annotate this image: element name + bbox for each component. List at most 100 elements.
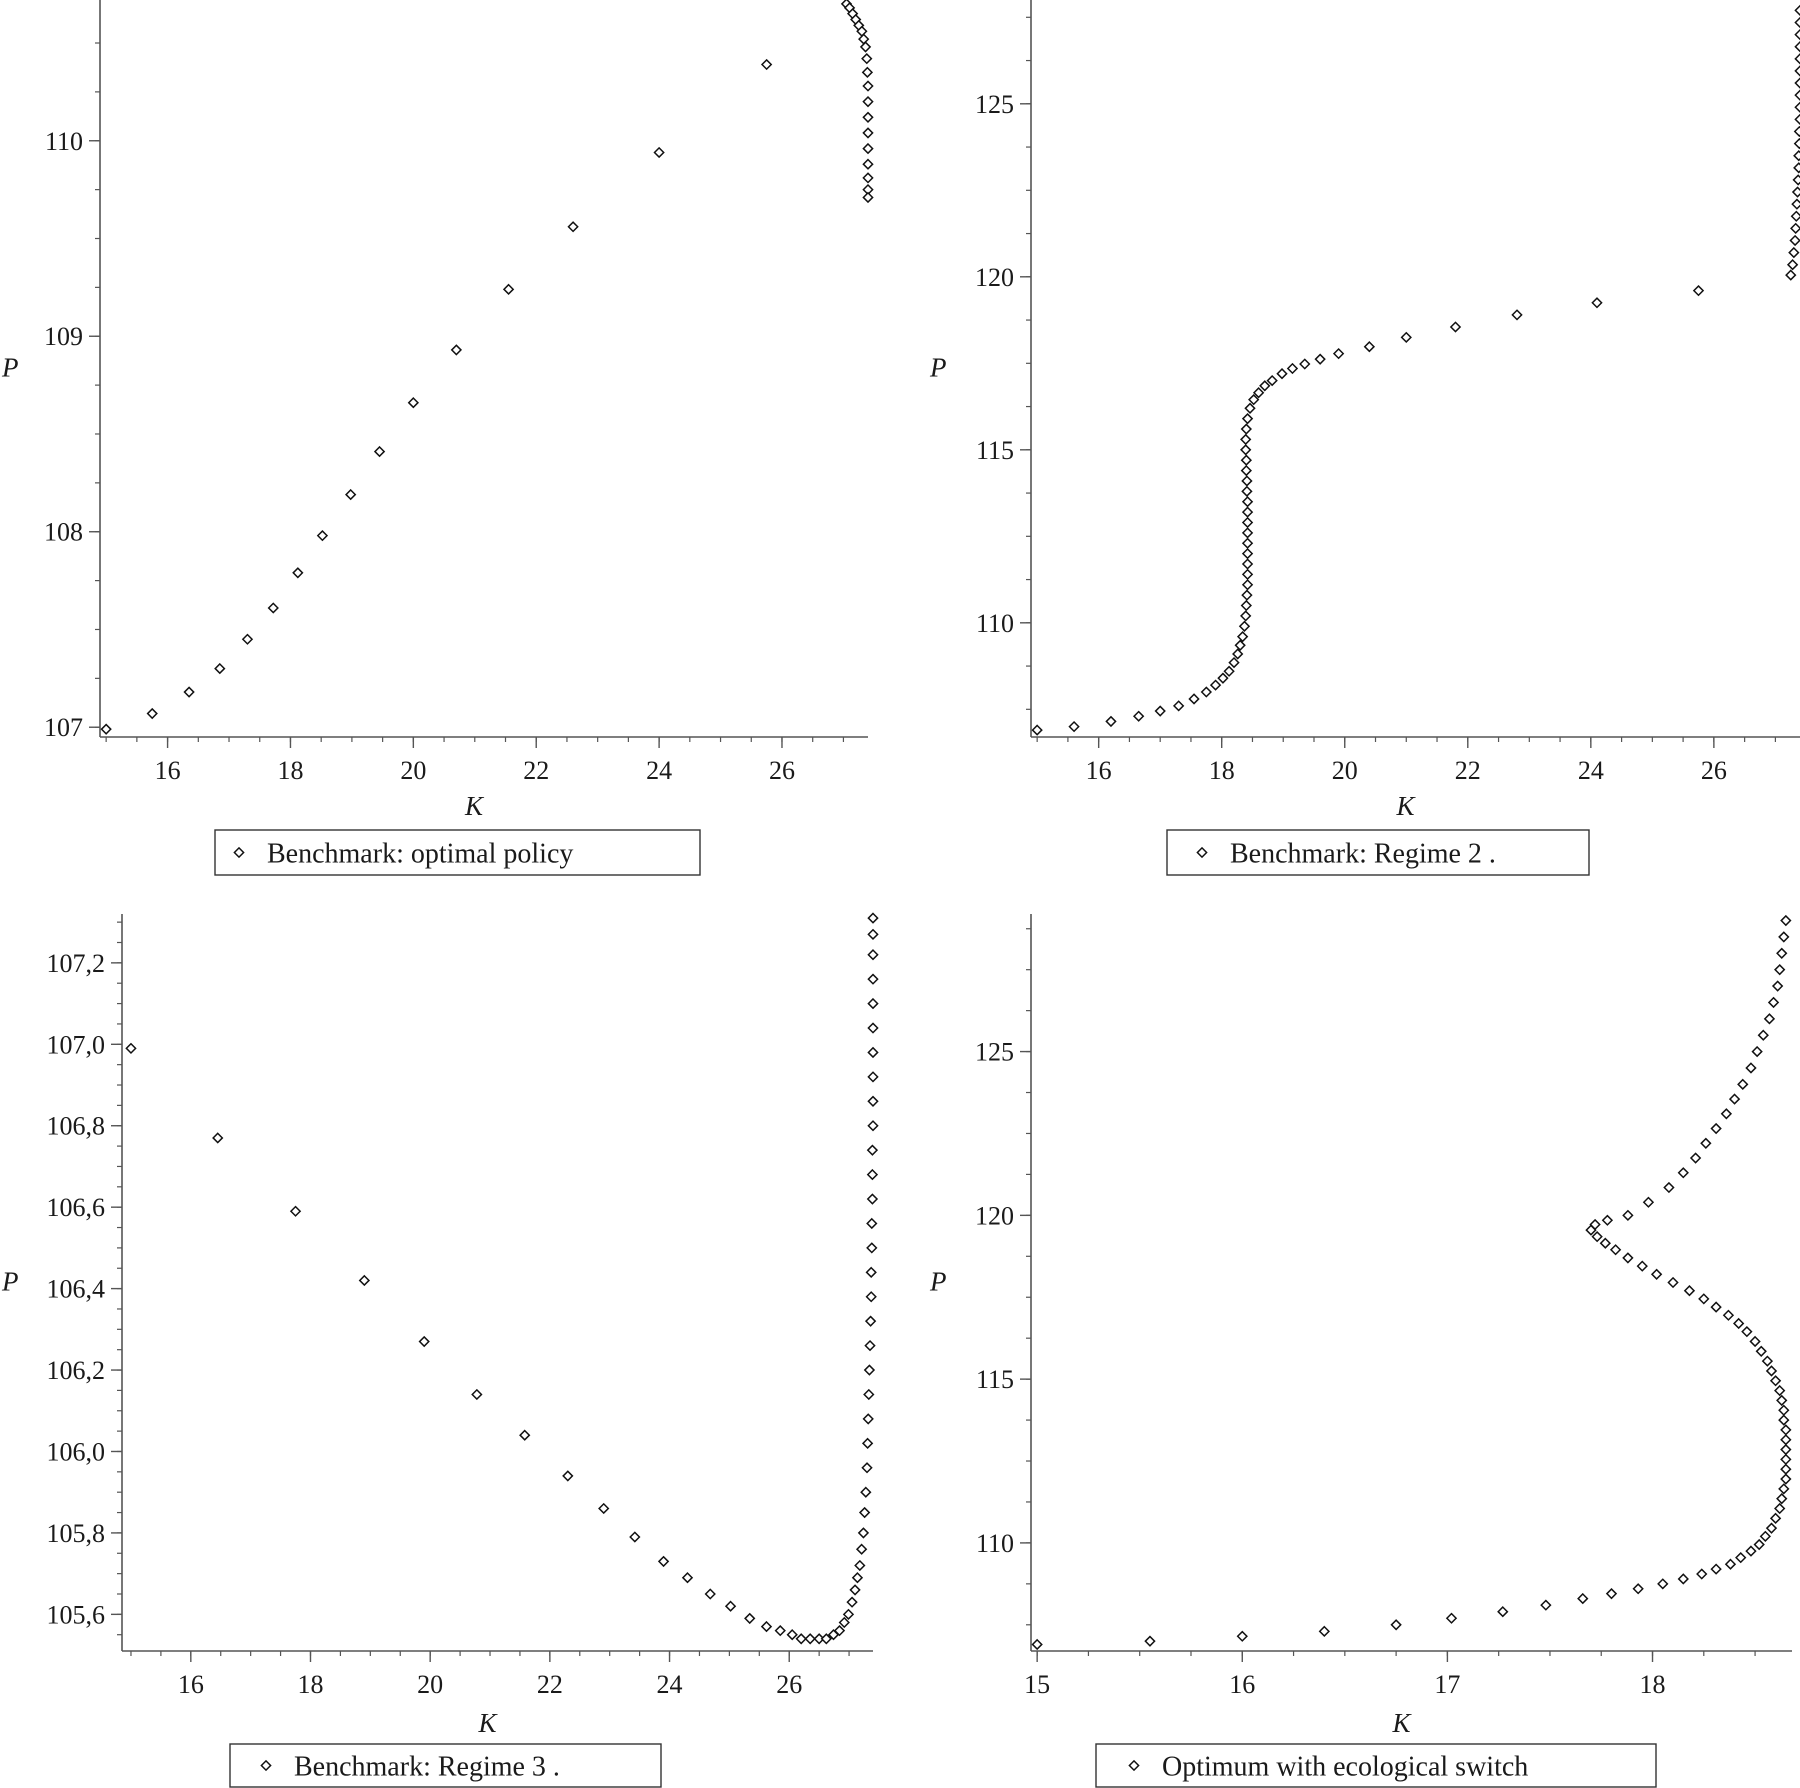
data-point (1780, 1424, 1792, 1436)
data-point (861, 1437, 874, 1450)
data-point (1259, 380, 1271, 392)
data-point (1276, 368, 1288, 380)
data-point (1769, 1375, 1782, 1387)
data-point (1449, 321, 1462, 333)
data-point (1757, 1029, 1769, 1041)
y-tick-label: 106,0 (47, 1437, 106, 1466)
x-tick-label: 16 (155, 756, 181, 785)
data-point (519, 1429, 531, 1441)
data-point (1240, 464, 1252, 477)
x-tick-label: 17 (1434, 1670, 1460, 1699)
data-point (867, 912, 879, 924)
data-point (146, 707, 158, 720)
data-point (1794, 53, 1800, 65)
data-point (1788, 246, 1800, 259)
data-point (1745, 1545, 1757, 1557)
data-point (867, 1046, 879, 1059)
data-point (867, 949, 879, 961)
data-point (859, 41, 872, 53)
y-tick-label: 125 (975, 1038, 1014, 1067)
data-point (567, 221, 579, 233)
data-point (267, 602, 279, 614)
data-point (1785, 269, 1797, 281)
x-axis-label: K (1395, 791, 1416, 821)
data-point (1252, 387, 1265, 399)
data-point (862, 80, 874, 92)
data-point (241, 633, 254, 645)
data-point (1677, 1573, 1689, 1585)
data-point (795, 1633, 807, 1645)
data-point (183, 686, 195, 698)
data-point (1642, 1196, 1655, 1208)
data-point (1741, 1325, 1753, 1338)
y-tick-label: 108 (44, 518, 83, 547)
data-point (760, 58, 773, 71)
y-axis-label: P (1, 1267, 19, 1297)
data-point (1792, 174, 1800, 186)
data-point (1710, 1301, 1722, 1313)
data-point (1683, 1285, 1696, 1297)
data-point (1765, 1365, 1778, 1377)
data-point (1735, 1551, 1747, 1564)
data-point (657, 1555, 670, 1568)
data-point (1154, 705, 1166, 717)
data-point (1789, 234, 1800, 247)
data-point (1236, 1630, 1248, 1642)
x-tick-label: 20 (417, 1670, 443, 1699)
data-point (1667, 1276, 1679, 1289)
data-point (1299, 358, 1311, 370)
data-point (1241, 579, 1254, 591)
data-point (1780, 1453, 1792, 1466)
data-point (867, 997, 879, 1010)
data-point (1776, 1493, 1788, 1505)
y-tick-label: 125 (975, 90, 1014, 119)
data-point (1778, 1483, 1790, 1495)
y-axis-label: P (1, 353, 19, 383)
data-point (1722, 1309, 1735, 1321)
data-point (1786, 259, 1799, 271)
data-point (1794, 4, 1800, 17)
data-point (1774, 964, 1786, 976)
data-point (125, 1042, 137, 1055)
data-point (1240, 610, 1252, 622)
data-point (1241, 589, 1253, 601)
x-tick-label: 15 (1024, 1670, 1050, 1699)
data-point (629, 1531, 641, 1543)
data-point (1745, 1062, 1757, 1074)
data-point (1266, 374, 1278, 387)
data-point (866, 1242, 878, 1254)
data-point (1771, 980, 1784, 992)
data-point (849, 1584, 861, 1596)
y-tick-label: 107,2 (47, 949, 106, 978)
data-point (1793, 125, 1800, 138)
data-point (1241, 558, 1254, 570)
data-point (1763, 1013, 1776, 1025)
data-point (1793, 150, 1800, 162)
data-point (1241, 516, 1254, 529)
data-point (1318, 1625, 1330, 1638)
data-point (289, 1205, 302, 1217)
data-point (1241, 506, 1254, 518)
x-tick-label: 22 (523, 756, 549, 785)
data-point (858, 1506, 871, 1519)
legend-label: Benchmark: Regime 3 . (294, 1752, 560, 1783)
data-point (1710, 1563, 1722, 1575)
y-axis-label: P (929, 1267, 947, 1297)
data-point (861, 1462, 873, 1474)
data-point (1776, 1394, 1788, 1407)
data-point (598, 1502, 610, 1515)
y-tick-label: 106,6 (47, 1193, 106, 1222)
data-point (100, 723, 112, 735)
data-point (1793, 162, 1800, 174)
data-point (1591, 1230, 1603, 1243)
data-point (1172, 700, 1185, 712)
data-point (1780, 914, 1792, 927)
data-point (214, 662, 226, 675)
x-tick-label: 16 (178, 1670, 204, 1699)
data-point (867, 973, 879, 985)
data-point (1511, 309, 1523, 321)
data-point (1241, 475, 1253, 487)
x-axis-label: K (1391, 1708, 1412, 1738)
data-point (1236, 630, 1249, 643)
